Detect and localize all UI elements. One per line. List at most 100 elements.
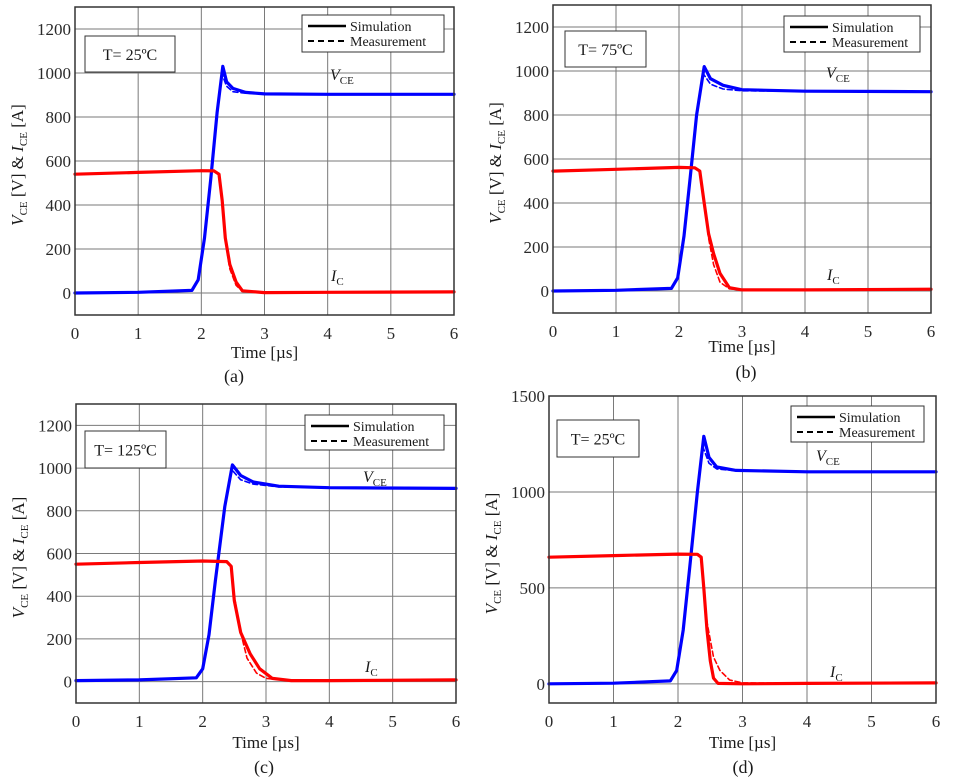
panel-c: 0 1 2 3 4 5 6 0 200 400 600 800 1000 1200 T= 125ºC Simu… — [9, 403, 461, 778]
series-v-ce-measurement — [74, 72, 455, 294]
x-tick-label: 0 — [71, 324, 80, 343]
x-tick-label: 2 — [674, 712, 683, 731]
vce-curve-label-main: V — [826, 65, 838, 82]
ic-curve-label: IC — [330, 268, 344, 288]
ic-curve-label: IC — [364, 659, 378, 679]
y-axis-label-part: CE — [19, 594, 31, 608]
vce-curve-label-main: V — [363, 469, 375, 486]
panel-caption: (c) — [254, 757, 274, 778]
y-tick-label: 1000 — [38, 459, 72, 478]
y-tick-label: 0 — [541, 282, 550, 301]
y-axis-label-part: [V] & — [486, 150, 505, 200]
x-tick-label: 4 — [803, 712, 812, 731]
panel-a: 0 1 2 3 4 5 6 0 200 400 600 800 1000 1200 T= 25ºC Simul… — [8, 6, 459, 387]
y-axis-label-part: [A] — [486, 102, 505, 130]
x-tick-label: 3 — [260, 324, 269, 343]
x-axis-label: Time [µs] — [708, 337, 775, 356]
legend-box — [304, 414, 445, 451]
x-tick-label: 5 — [388, 712, 397, 731]
y-axis-label-part: V — [8, 213, 27, 226]
y-axis-label-part: CE — [492, 520, 504, 534]
vce-curve-label-sub: CE — [836, 73, 850, 85]
vce-curve-label: VCE — [330, 67, 354, 87]
y-axis-label-part: CE — [18, 201, 30, 215]
legend-box — [790, 405, 925, 443]
x-tick-label: 3 — [738, 322, 747, 341]
panel-b: 0 1 2 3 4 5 6 0 200 400 600 800 1000 1200 T= 75ºC Simul… — [486, 4, 936, 383]
y-axis-label-part: I — [8, 145, 27, 153]
y-axis-label-part: [V] & — [9, 544, 28, 594]
axes-frame — [75, 403, 457, 704]
x-tick-label: 6 — [927, 322, 936, 341]
x-tick-label: 6 — [452, 712, 461, 731]
y-tick-label: 500 — [520, 579, 546, 598]
x-tick-label: 5 — [864, 322, 873, 341]
panel-d: 0 1 2 3 4 5 6 0 500 1000 1500 T= 25ºC SimulationMeas… — [482, 387, 940, 778]
temperature-annotation: T= 25ºC — [103, 47, 157, 64]
legend-entry: Simulation — [839, 411, 900, 426]
axes-frame — [74, 6, 455, 316]
annotation-box — [564, 30, 647, 68]
ic-curve-label-sub: C — [835, 672, 842, 684]
x-tick-label: 1 — [135, 712, 144, 731]
temperature-annotation: T= 125ºC — [94, 443, 156, 460]
legend-box — [301, 14, 445, 53]
y-axis-label-part: I — [9, 537, 28, 545]
series-v-ce-simulation — [551, 65, 933, 293]
panel-caption: (b) — [736, 362, 757, 383]
y-tick-label: 1200 — [515, 18, 549, 37]
axes-frame — [552, 4, 932, 314]
y-axis-label-part: CE — [492, 590, 504, 604]
vce-curve-label-sub: CE — [826, 456, 840, 468]
y-tick-label: 1200 — [38, 416, 72, 435]
y-tick-label: 1000 — [511, 483, 545, 502]
y-axis-label-part: CE — [496, 199, 508, 213]
ic-curve-label-sub: C — [336, 276, 343, 288]
vce-curve-label: VCE — [816, 448, 840, 468]
x-tick-label: 2 — [198, 712, 207, 731]
y-tick-label: 800 — [47, 502, 73, 521]
ic-curve-label-sub: C — [832, 275, 839, 287]
y-axis-label-part: CE — [18, 132, 30, 146]
y-tick-label: 1000 — [37, 64, 71, 83]
y-tick-label: 1000 — [515, 62, 549, 81]
x-axis-label: Time [µs] — [232, 733, 299, 752]
temperature-annotation: T= 25ºC — [571, 432, 625, 449]
legend-entry: Measurement — [350, 35, 426, 50]
y-tick-label: 0 — [537, 675, 546, 694]
x-tick-label: 3 — [262, 712, 271, 731]
y-axis-label-part: CE — [19, 524, 31, 538]
x-axis-label: Time [µs] — [709, 733, 776, 752]
series-v-ce-measurement — [75, 468, 457, 682]
y-tick-label: 800 — [524, 106, 550, 125]
series-i-c-measurement — [548, 553, 937, 685]
y-tick-label: 600 — [47, 545, 73, 564]
y-axis-label-part: CE — [496, 130, 508, 144]
x-tick-label: 6 — [450, 324, 459, 343]
legend-box — [783, 15, 921, 53]
y-axis-label-part: [V] & — [482, 540, 501, 590]
vce-curve-label: VCE — [826, 65, 850, 85]
x-tick-label: 6 — [932, 712, 941, 731]
y-tick-label: 200 — [524, 238, 550, 257]
x-tick-label: 4 — [323, 324, 332, 343]
x-tick-label: 0 — [549, 322, 558, 341]
vce-curve-label-main: V — [330, 67, 342, 84]
y-tick-label: 1200 — [37, 20, 71, 39]
legend-entry: Measurement — [353, 435, 429, 450]
y-axis-label-part: [A] — [9, 497, 28, 525]
series-i-c-measurement — [75, 560, 457, 682]
x-tick-label: 4 — [801, 322, 810, 341]
y-tick-label: 1500 — [511, 387, 545, 406]
series-v-ce-measurement — [548, 445, 937, 685]
y-tick-label: 600 — [524, 150, 550, 169]
x-tick-label: 1 — [612, 322, 621, 341]
vce-curve-label-main: V — [816, 448, 828, 465]
y-axis-label: VCE [V] & ICE [A] — [8, 104, 30, 226]
y-axis-label-part: [V] & — [8, 152, 27, 202]
ic-curve-label: IC — [826, 267, 840, 287]
y-axis-label-part: I — [486, 143, 505, 151]
y-axis-label-part: V — [9, 605, 28, 618]
series-i-c-measurement — [552, 166, 932, 291]
